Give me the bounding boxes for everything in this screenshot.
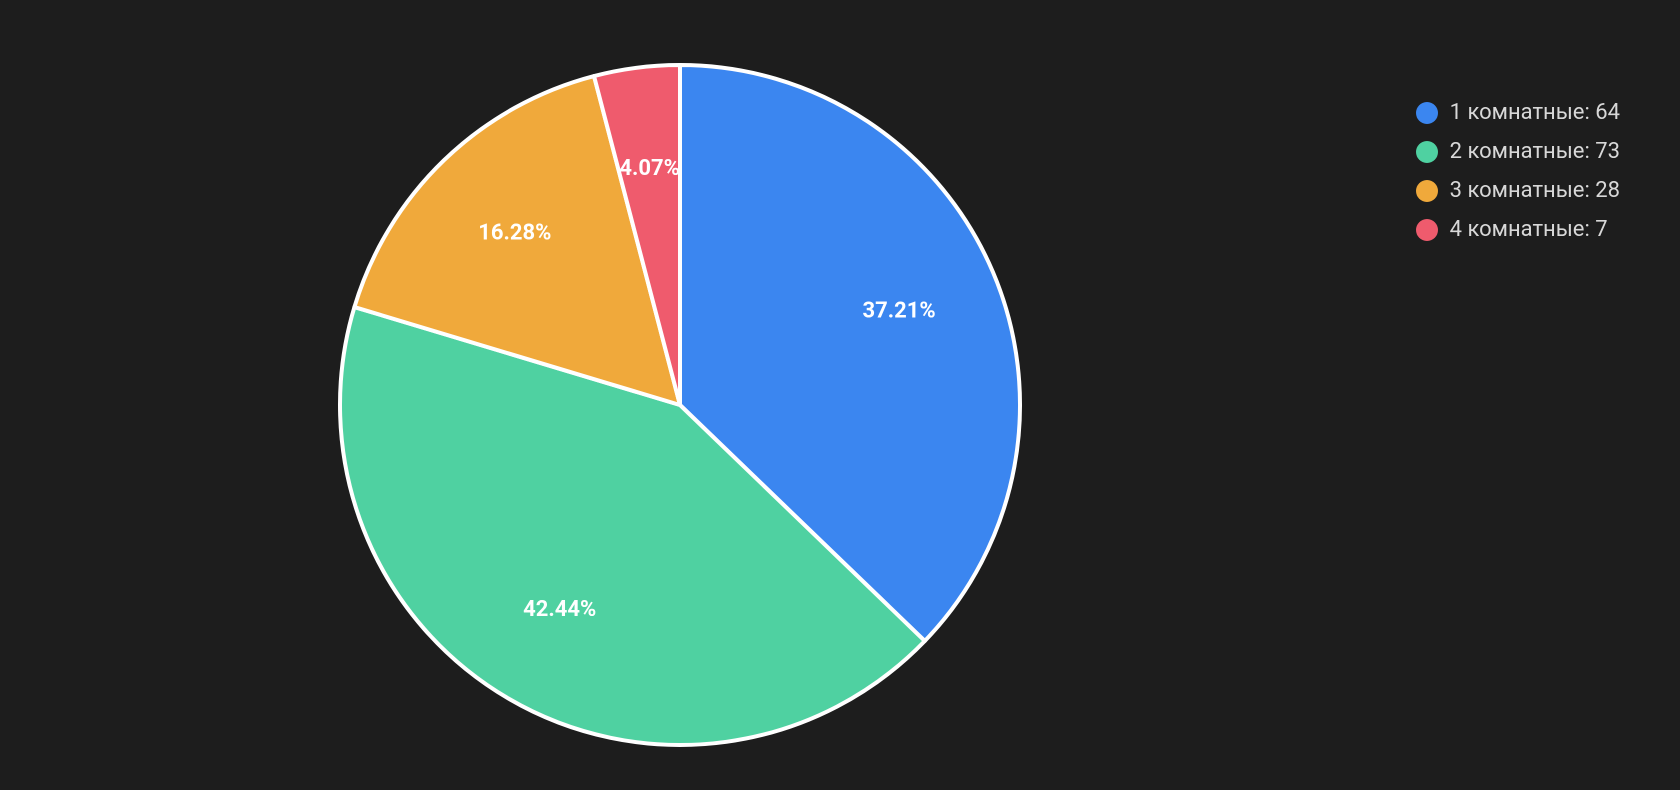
pie-chart-container: 37.21% 42.44% 16.28% 4.07% 1 комнатные: 64 … — [0, 0, 1680, 790]
legend-item: 3 комнатные: 28 — [1416, 178, 1620, 203]
legend-swatch-icon — [1416, 102, 1438, 124]
legend-item: 2 комнатные: 73 — [1416, 139, 1620, 164]
chart-legend: 1 комнатные: 64 2 комнатные: 73 3 комнат… — [1416, 100, 1620, 242]
legend-label: 2 комнатные: 73 — [1450, 139, 1620, 164]
pie-slice-label: 4.07% — [619, 156, 680, 181]
legend-swatch-icon — [1416, 180, 1438, 202]
legend-item: 1 комнатные: 64 — [1416, 100, 1620, 125]
legend-label: 1 комнатные: 64 — [1450, 100, 1620, 125]
pie-slice-label: 37.21% — [862, 299, 935, 324]
legend-label: 4 комнатные: 7 — [1450, 217, 1608, 242]
legend-swatch-icon — [1416, 219, 1438, 241]
legend-item: 4 комнатные: 7 — [1416, 217, 1620, 242]
pie-slice-label: 16.28% — [478, 220, 551, 245]
legend-label: 3 комнатные: 28 — [1450, 178, 1620, 203]
pie-slice-label: 42.44% — [523, 597, 596, 622]
legend-swatch-icon — [1416, 141, 1438, 163]
